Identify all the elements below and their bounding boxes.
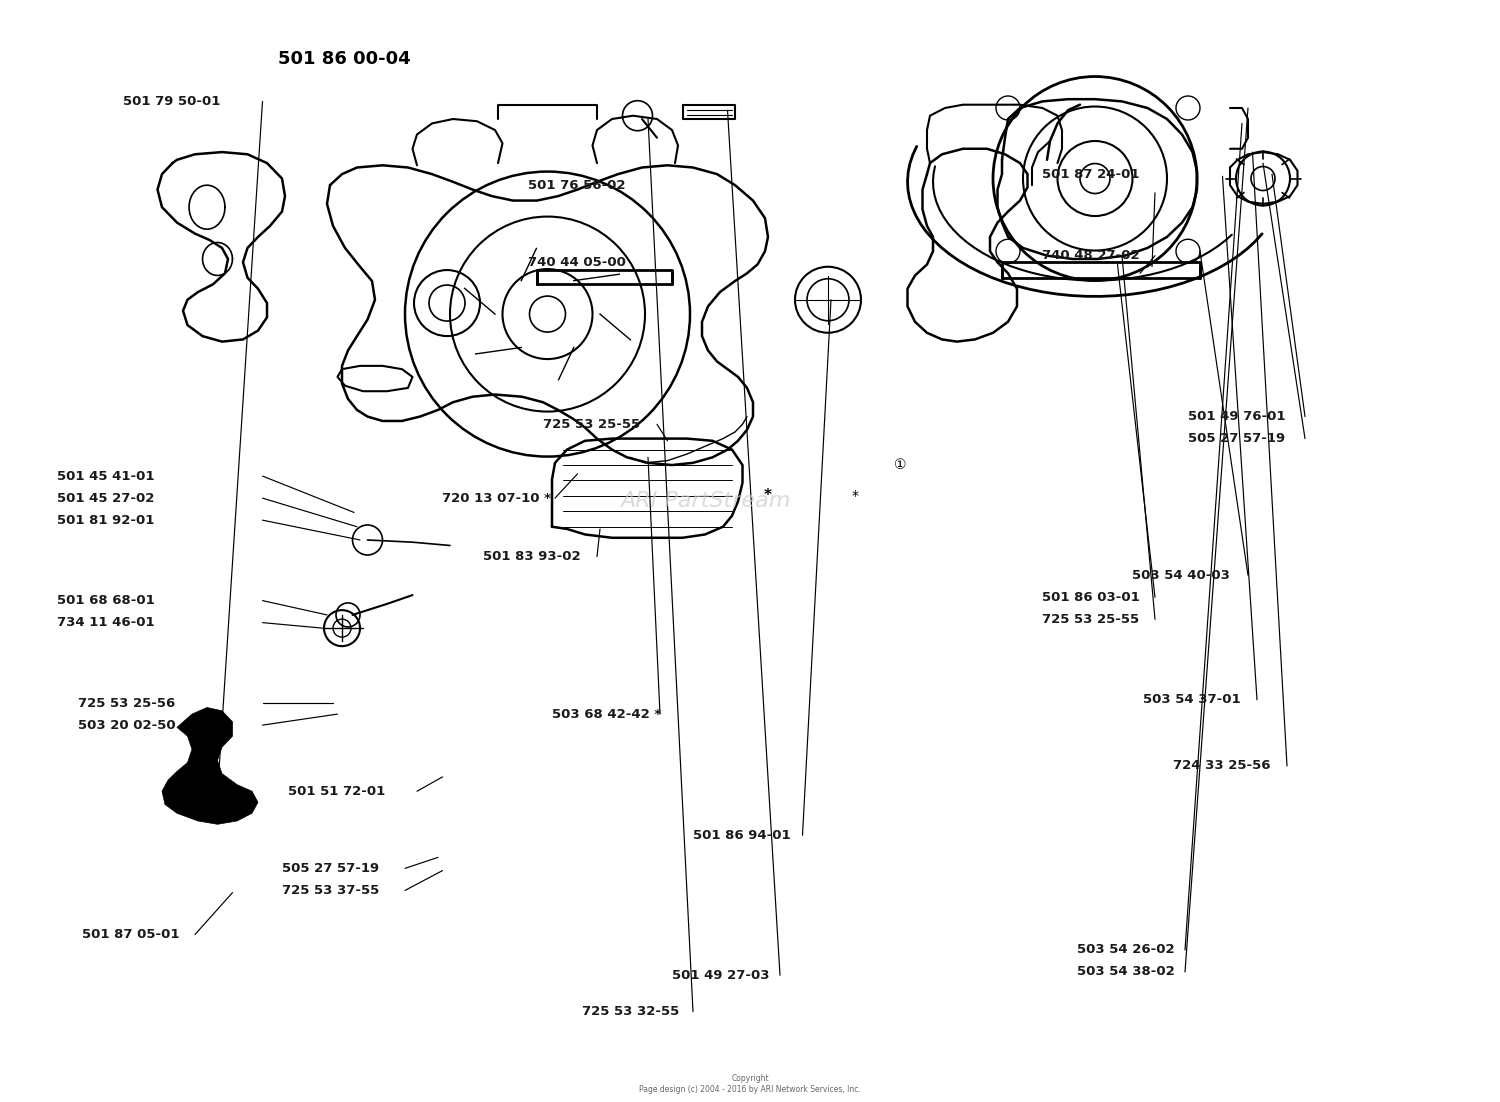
Text: 501 86 94-01: 501 86 94-01	[693, 829, 790, 842]
Text: 503 54 26-02: 503 54 26-02	[1077, 943, 1174, 957]
Text: 501 86 03-01: 501 86 03-01	[1042, 591, 1140, 604]
Text: 720 13 07-10 *: 720 13 07-10 *	[442, 491, 552, 505]
Text: 501 68 68-01: 501 68 68-01	[57, 594, 154, 607]
Text: 501 81 92-01: 501 81 92-01	[57, 514, 154, 527]
Text: 725 53 25-55: 725 53 25-55	[1042, 613, 1140, 626]
Text: 734 11 46-01: 734 11 46-01	[57, 616, 154, 629]
Text: *: *	[852, 489, 858, 503]
Text: 505 27 57-19: 505 27 57-19	[282, 862, 380, 875]
Text: 501 79 50-01: 501 79 50-01	[123, 95, 220, 108]
Text: 501 49 27-03: 501 49 27-03	[672, 969, 770, 982]
Text: Copyright
Page design (c) 2004 - 2016 by ARI Network Services, Inc.: Copyright Page design (c) 2004 - 2016 by…	[639, 1074, 861, 1094]
Text: 501 45 27-02: 501 45 27-02	[57, 491, 154, 505]
Text: 503 68 42-42 *: 503 68 42-42 *	[552, 707, 662, 721]
Text: ①: ①	[894, 458, 906, 472]
Text: 725 53 32-55: 725 53 32-55	[582, 1005, 680, 1018]
Text: 501 76 56-02: 501 76 56-02	[528, 179, 626, 192]
Text: 501 87 05-01: 501 87 05-01	[82, 928, 180, 941]
Text: 740 48 27-02: 740 48 27-02	[1042, 249, 1140, 262]
Text: 501 87 24-01: 501 87 24-01	[1042, 168, 1140, 181]
Text: 501 45 41-01: 501 45 41-01	[57, 469, 154, 483]
Text: *: *	[764, 488, 772, 504]
Text: 503 54 38-02: 503 54 38-02	[1077, 965, 1174, 979]
Text: 725 53 25-55: 725 53 25-55	[543, 418, 640, 431]
Text: 725 53 25-56: 725 53 25-56	[78, 696, 176, 710]
Text: 725 53 37-55: 725 53 37-55	[282, 884, 380, 897]
Text: 503 20 02-50: 503 20 02-50	[78, 719, 176, 732]
Text: ARI PartStream: ARI PartStream	[620, 491, 790, 511]
Text: 505 27 57-19: 505 27 57-19	[1188, 432, 1286, 445]
Text: 501 86 00-04: 501 86 00-04	[278, 50, 410, 67]
Text: 503 54 40-03: 503 54 40-03	[1132, 569, 1230, 582]
Text: 724 33 25-56: 724 33 25-56	[1173, 759, 1270, 773]
Text: 503 54 37-01: 503 54 37-01	[1143, 693, 1240, 706]
Text: 740 44 05-00: 740 44 05-00	[528, 256, 626, 269]
Text: 501 51 72-01: 501 51 72-01	[288, 785, 386, 798]
Text: 501 83 93-02: 501 83 93-02	[483, 550, 580, 563]
Text: 501 49 76-01: 501 49 76-01	[1188, 410, 1286, 423]
Polygon shape	[162, 707, 258, 824]
